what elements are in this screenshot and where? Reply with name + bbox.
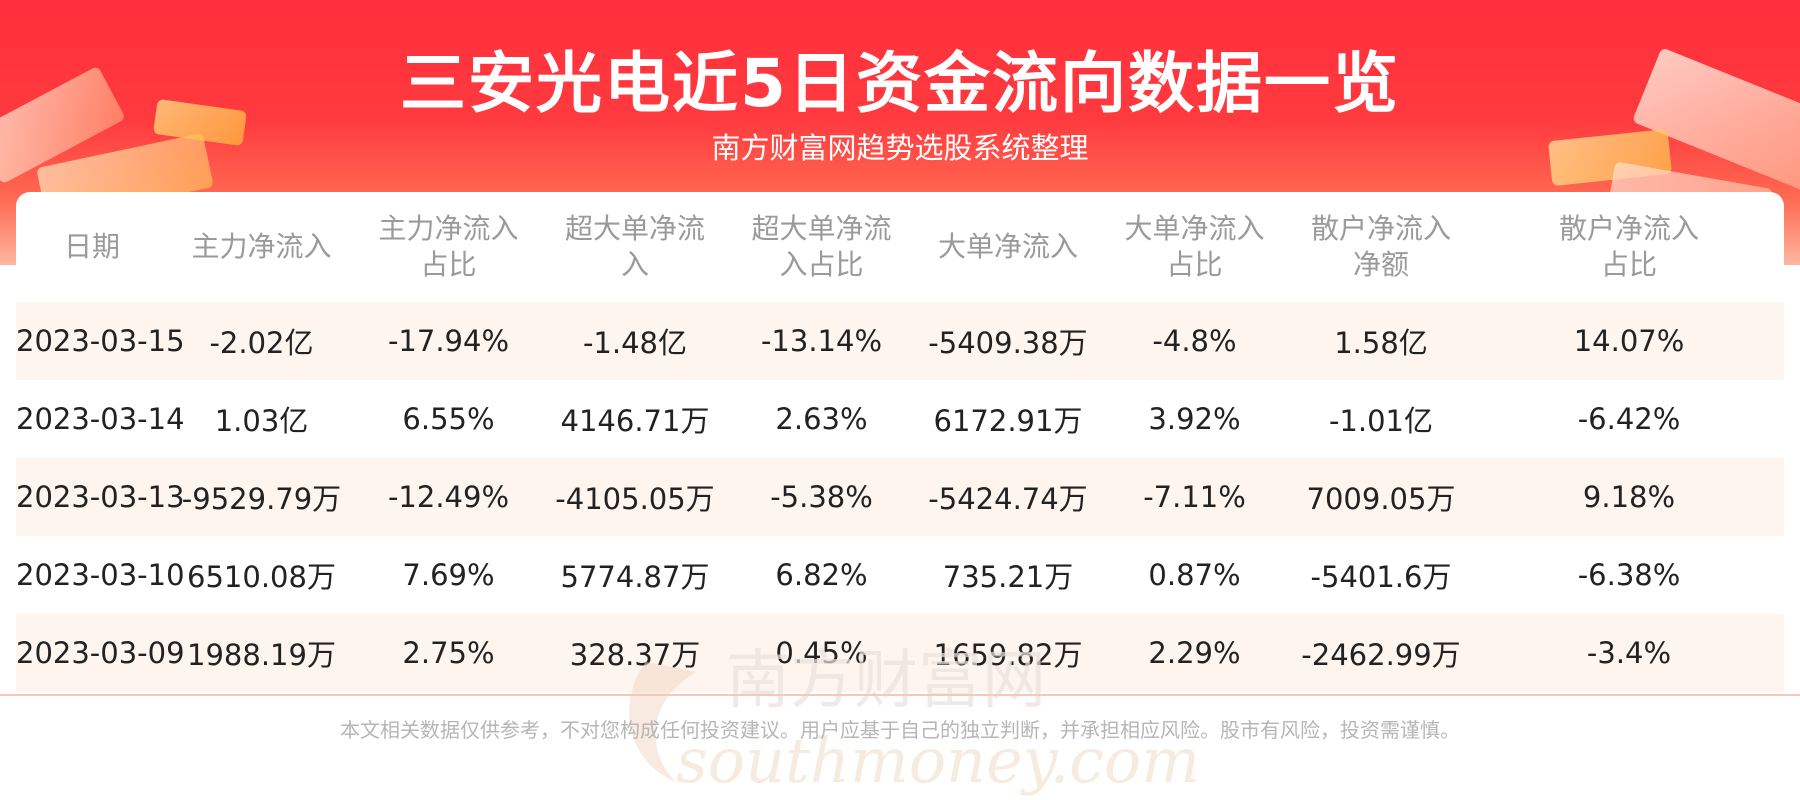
value-cell: 735.21万 — [942, 560, 1074, 594]
column-header-line: 散户净流入 — [1310, 212, 1451, 245]
value-cell: 2.63% — [775, 402, 868, 436]
date-cell: 2023-03-15 — [16, 302, 185, 380]
value-cell: -6.42% — [1577, 402, 1681, 436]
value-cell: -5401.6万 — [1310, 560, 1452, 594]
value-cell: -5.38% — [728, 458, 915, 536]
value-cell: -7.11% — [1101, 458, 1288, 536]
value-cell: 6.55% — [402, 402, 495, 436]
column-header-line: 净额 — [1352, 248, 1409, 281]
value-cell: 2.29% — [1101, 614, 1288, 692]
page-subtitle: 南方财富网趋势选股系统整理 — [711, 131, 1089, 165]
table-body: 2023-03-15 -2.02亿 -17.94% -1.48亿 -13.14% -540… — [16, 302, 1784, 692]
date-cell: 2023-03-14 — [16, 402, 185, 436]
value-cell: -1.48亿 — [542, 302, 728, 380]
column-header-line: 入占比 — [779, 248, 864, 281]
table-row: 2023-03-14 1.03亿 6.55% 4146.71万 2.63% 6172.91… — [16, 380, 1784, 458]
value-cell: 7009.05万 — [1288, 458, 1474, 536]
column-header-0: 日期 — [16, 192, 168, 302]
value-cell: -3.4% — [1474, 614, 1784, 692]
value-cell: 0.45% — [728, 614, 915, 692]
column-header-line: 超大单净流 — [751, 212, 892, 245]
column-header-3: 超大单净流入 — [542, 192, 728, 302]
column-header-line: 超大单净流 — [564, 212, 705, 245]
column-header-4: 超大单净流 入占比 — [728, 192, 915, 302]
value-cell: 6172.91万 — [933, 404, 1083, 438]
column-header-line: 日期 — [63, 230, 120, 263]
column-header-5: 大单净流入 — [915, 192, 1101, 302]
value-cell: -5424.74万 — [915, 458, 1101, 536]
footer-divider — [0, 694, 1800, 696]
value-cell: 328.37万 — [542, 614, 728, 692]
column-header-line: 主力净流入 — [378, 212, 519, 245]
column-header-7: 散户净流入 净额 — [1288, 192, 1474, 302]
value-cell: -1.01亿 — [1328, 404, 1434, 438]
value-cell: -2462.99万 — [1288, 614, 1474, 692]
value-cell: -4105.05万 — [542, 458, 728, 536]
value-cell: 9.18% — [1474, 458, 1784, 536]
date-cell: 2023-03-13 — [16, 458, 185, 536]
value-cell: 1.03亿 — [214, 404, 309, 438]
page-title: 三安光电近5日资金流向数据一览 — [400, 45, 1400, 122]
column-header-line: 大单净流入 — [937, 230, 1078, 263]
column-header-line: 占比 — [1166, 248, 1223, 281]
value-cell: -4.8% — [1101, 302, 1288, 380]
data-card: 日期 主力净流入 主力净流入 占比 超大单净流入超大单净流 入占比 大单净流入 大单净流入 占比… — [16, 192, 1784, 797]
value-cell: -2.02亿 — [168, 302, 355, 380]
table-row: 2023-03-10 6510.08万 7.69% 5774.87万 6.82% 735.… — [16, 536, 1784, 614]
value-cell: -13.14% — [728, 302, 915, 380]
table-header-row: 日期 主力净流入 主力净流入 占比 超大单净流入超大单净流 入占比 大单净流入 大单净流入 占比… — [16, 192, 1784, 302]
fund-flow-table: 日期 主力净流入 主力净流入 占比 超大单净流入超大单净流 入占比 大单净流入 大单净流入 占比… — [16, 192, 1784, 692]
value-cell: -17.94% — [355, 302, 542, 380]
value-cell: -9529.79万 — [168, 458, 355, 536]
table-row: 2023-03-15 -2.02亿 -17.94% -1.48亿 -13.14% -540… — [16, 302, 1784, 380]
column-header-6: 大单净流入 占比 — [1101, 192, 1288, 302]
column-header-1: 主力净流入 — [168, 192, 355, 302]
table-row: 2023-03-13 -9529.79万 -12.49% -4105.05万 -5.38… — [16, 458, 1784, 536]
value-cell: 2.75% — [355, 614, 542, 692]
column-header-line: 散户净流入 — [1558, 212, 1699, 245]
value-cell: 1659.82万 — [915, 614, 1101, 692]
column-header-2: 主力净流入 占比 — [355, 192, 542, 302]
value-cell: 6510.08万 — [187, 560, 336, 594]
value-cell: 5774.87万 — [560, 560, 710, 594]
value-cell: 7.69% — [402, 558, 495, 592]
column-header-line: 占比 — [420, 248, 477, 281]
value-cell: 1988.19万 — [168, 614, 355, 692]
table-row: 2023-03-09 1988.19万 2.75% 328.37万 0.45% 1659.… — [16, 614, 1784, 692]
value-cell: -6.38% — [1577, 558, 1681, 592]
date-cell: 2023-03-09 — [16, 614, 185, 692]
disclaimer-text: 本文相关数据仅供参考，不对您构成任何投资建议。用户应基于自己的独立判断，并承担相… — [340, 718, 1460, 742]
value-cell: 3.92% — [1148, 402, 1241, 436]
column-header-8: 散户净流入 占比 — [1474, 192, 1784, 302]
value-cell: 14.07% — [1474, 302, 1784, 380]
value-cell: -5409.38万 — [915, 302, 1101, 380]
value-cell: 6.82% — [775, 558, 868, 592]
column-header-line: 入 — [620, 248, 649, 281]
value-cell: 4146.71万 — [560, 404, 710, 438]
column-header-line: 占比 — [1600, 248, 1657, 281]
value-cell: -12.49% — [355, 458, 542, 536]
column-header-line: 主力净流入 — [191, 230, 332, 263]
value-cell: 0.87% — [1148, 558, 1241, 592]
date-cell: 2023-03-10 — [16, 558, 185, 592]
value-cell: 1.58亿 — [1288, 302, 1474, 380]
column-header-line: 大单净流入 — [1124, 212, 1265, 245]
